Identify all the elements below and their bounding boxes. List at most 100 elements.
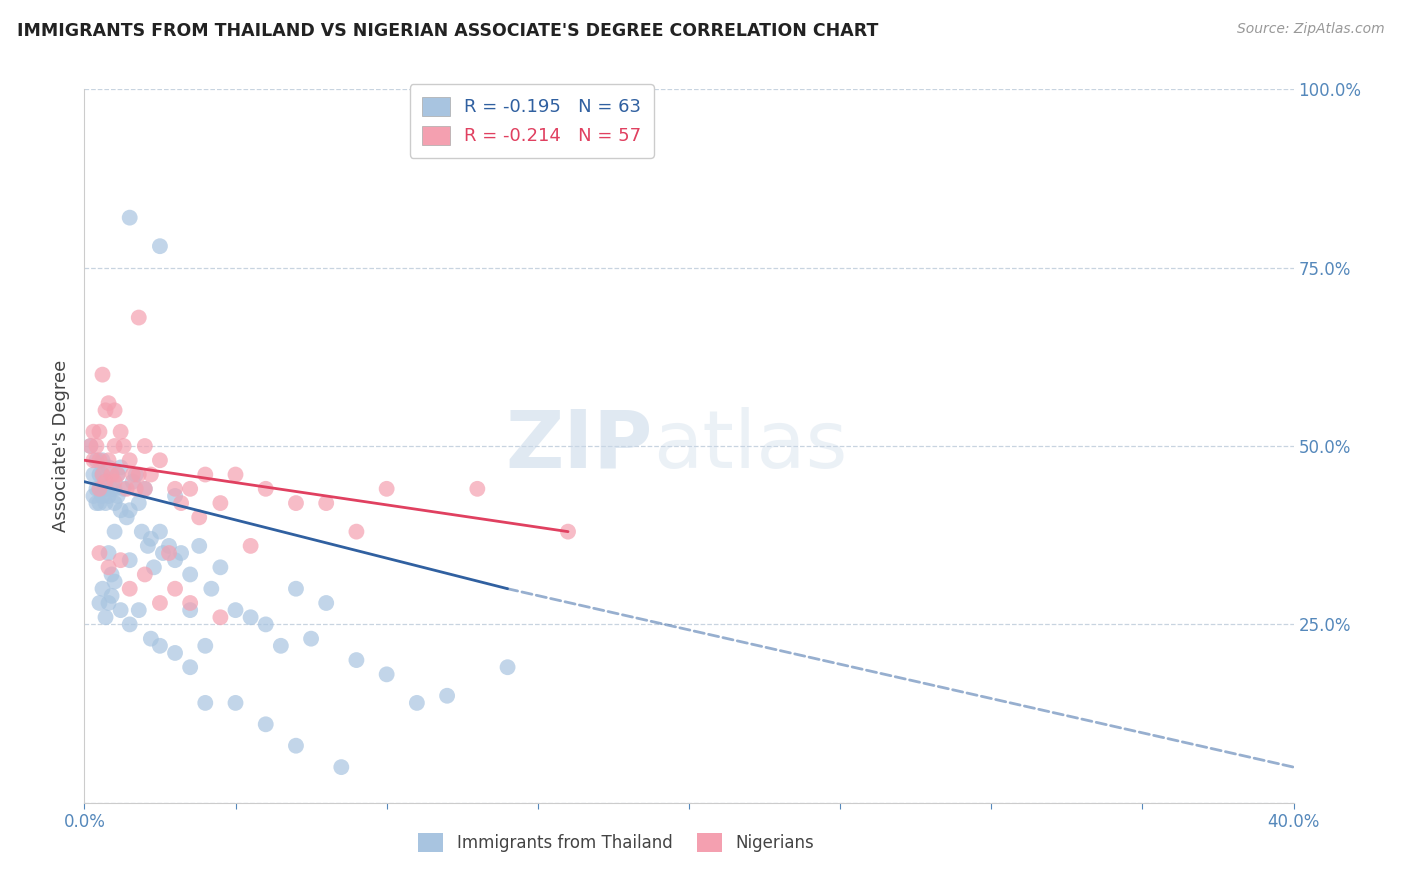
Point: [194, 696, 217, 710]
Point: [149, 453, 172, 467]
Point: [86, 453, 108, 467]
Point: [107, 467, 129, 482]
Point: [82, 489, 104, 503]
Point: [89, 596, 111, 610]
Point: [179, 603, 201, 617]
Point: [128, 603, 150, 617]
Point: [165, 489, 187, 503]
Point: [97, 596, 120, 610]
Point: [165, 553, 187, 567]
Point: [86, 496, 108, 510]
Point: [270, 639, 292, 653]
Point: [82, 467, 104, 482]
Point: [115, 510, 138, 524]
Text: IMMIGRANTS FROM THAILAND VS NIGERIAN ASSOCIATE'S DEGREE CORRELATION CHART: IMMIGRANTS FROM THAILAND VS NIGERIAN ASS…: [17, 22, 879, 40]
Point: [97, 396, 120, 410]
Point: [94, 403, 117, 417]
Y-axis label: Associate's Degree: Associate's Degree: [52, 359, 70, 533]
Point: [91, 489, 114, 503]
Point: [200, 582, 222, 596]
Point: [104, 496, 127, 510]
Point: [89, 482, 111, 496]
Point: [254, 482, 277, 496]
Point: [118, 453, 141, 467]
Point: [118, 553, 141, 567]
Point: [104, 403, 127, 417]
Point: [97, 560, 120, 574]
Point: [115, 482, 138, 496]
Point: [188, 510, 211, 524]
Point: [121, 475, 143, 489]
Point: [142, 560, 165, 574]
Point: [89, 453, 111, 467]
Point: [152, 546, 174, 560]
Point: [104, 475, 127, 489]
Point: [82, 425, 104, 439]
Point: [179, 596, 201, 610]
Point: [128, 310, 150, 325]
Point: [134, 567, 156, 582]
Point: [406, 696, 429, 710]
Point: [179, 482, 201, 496]
Point: [94, 482, 117, 496]
Point: [375, 667, 398, 681]
Point: [89, 482, 111, 496]
Point: [149, 239, 172, 253]
Point: [128, 496, 150, 510]
Point: [104, 524, 127, 539]
Point: [254, 617, 277, 632]
Point: [100, 589, 122, 603]
Point: [194, 467, 217, 482]
Point: [225, 603, 247, 617]
Point: [86, 482, 108, 496]
Point: [139, 532, 162, 546]
Point: [315, 496, 337, 510]
Text: Source: ZipAtlas.com: Source: ZipAtlas.com: [1237, 22, 1385, 37]
Point: [165, 646, 187, 660]
Point: [112, 439, 135, 453]
Point: [149, 596, 172, 610]
Point: [104, 574, 127, 589]
Point: [91, 582, 114, 596]
Point: [134, 482, 156, 496]
Point: [100, 482, 122, 496]
Point: [94, 475, 117, 489]
Point: [110, 425, 132, 439]
Point: [557, 524, 579, 539]
Point: [139, 632, 162, 646]
Point: [94, 610, 117, 624]
Point: [285, 582, 308, 596]
Point: [91, 467, 114, 482]
Point: [149, 639, 172, 653]
Point: [330, 760, 353, 774]
Point: [97, 546, 120, 560]
Point: [315, 596, 337, 610]
Point: [157, 546, 180, 560]
Point: [104, 439, 127, 453]
Point: [86, 439, 108, 453]
Point: [82, 453, 104, 467]
Point: [165, 482, 187, 496]
Point: [149, 524, 172, 539]
Point: [188, 539, 211, 553]
Point: [209, 496, 232, 510]
Text: ZIP: ZIP: [505, 407, 652, 485]
Point: [496, 660, 519, 674]
Point: [128, 467, 150, 482]
Point: [179, 567, 201, 582]
Point: [110, 460, 132, 475]
Point: [118, 211, 141, 225]
Point: [97, 460, 120, 475]
Point: [89, 496, 111, 510]
Point: [254, 717, 277, 731]
Point: [375, 482, 398, 496]
Point: [179, 660, 201, 674]
Text: atlas: atlas: [652, 407, 846, 485]
Point: [170, 546, 193, 560]
Point: [107, 467, 129, 482]
Point: [139, 467, 162, 482]
Point: [118, 582, 141, 596]
Point: [110, 553, 132, 567]
Point: [91, 368, 114, 382]
Point: [467, 482, 489, 496]
